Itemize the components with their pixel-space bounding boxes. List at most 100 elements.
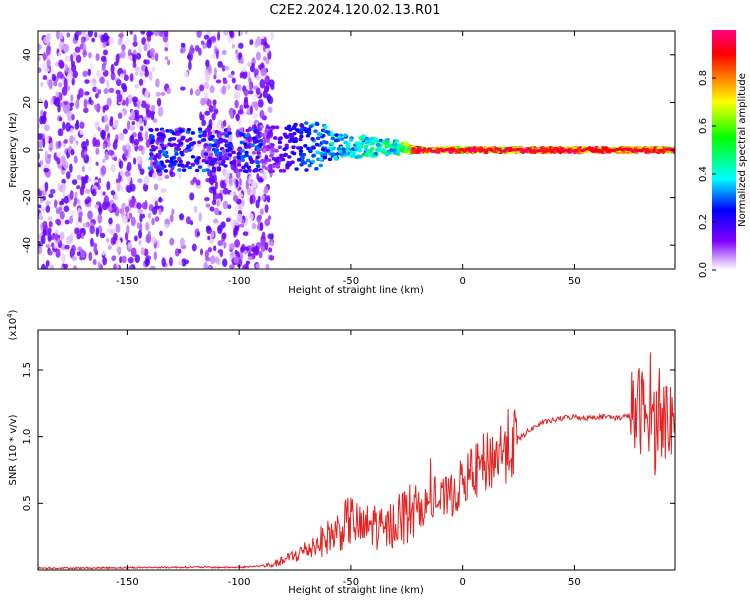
spectrogram-cell — [108, 217, 113, 225]
spectrogram-cell — [294, 167, 299, 171]
spectrogram-cell — [117, 33, 124, 38]
spectrogram-cell — [208, 143, 213, 147]
spectrogram-cell — [257, 98, 264, 108]
spectrogram-cell — [346, 144, 351, 148]
spectrogram-cell — [157, 106, 164, 117]
spectrogram-cell — [59, 200, 63, 206]
spectrogram-cell — [136, 100, 141, 110]
spectrogram-cell — [87, 178, 92, 183]
spectrogram-cell — [235, 114, 239, 119]
spectrogram-cell — [140, 100, 147, 109]
spectrogram-cell — [111, 203, 117, 213]
spectrogram-cell — [225, 217, 231, 223]
spectrogram-cell — [76, 174, 82, 180]
spectrogram-cell — [255, 131, 261, 135]
spectrogram-cell — [176, 143, 181, 148]
spectrogram-cell — [149, 133, 154, 138]
spectrogram-cell — [243, 249, 248, 255]
svg-text:(x104): (x104) — [6, 309, 19, 340]
spectrogram-cell — [209, 206, 215, 212]
spectrogram-cell — [38, 140, 43, 149]
spectrogram-cell — [189, 142, 195, 147]
spectrogram-cell — [319, 157, 324, 161]
spectrogram-cell — [115, 53, 120, 64]
spectrogram-cell — [325, 130, 331, 134]
spectrogram-cell — [106, 97, 112, 107]
spectrogram-cell — [247, 168, 252, 173]
spectrogram-cell — [219, 180, 225, 189]
spectrogram-cell — [150, 113, 155, 120]
spectrogram-cell — [141, 37, 147, 45]
spectrogram-cell — [132, 54, 137, 63]
spectrogram-cell — [299, 127, 304, 132]
spectrogram-cell — [178, 170, 182, 180]
spectrogram-cell — [259, 124, 264, 129]
spectrogram-cell — [336, 146, 342, 151]
spectrogram-cell — [56, 31, 60, 40]
spectrogram-cell — [63, 205, 70, 213]
spectrogram-cell — [95, 92, 99, 99]
spectrogram-cell — [103, 88, 109, 95]
spectrogram-cell — [102, 32, 109, 42]
spectrogram-cell — [305, 133, 311, 138]
spectrogram-cell — [199, 84, 205, 92]
spectrogram-cell — [364, 136, 370, 141]
spectrogram-cell — [104, 124, 110, 133]
spectrogram-cell — [225, 148, 230, 153]
spectrogram-cell — [128, 212, 133, 219]
spectrogram-cell — [63, 100, 69, 106]
spectrogram-cell — [43, 110, 47, 117]
spectrogram-cell — [132, 198, 137, 203]
spectrogram-cell — [258, 64, 263, 70]
spectrogram-cell — [62, 263, 69, 269]
spectrogram-cell — [333, 138, 339, 143]
spectrogram-cell — [95, 87, 99, 93]
spectrogram-cell — [116, 93, 123, 103]
spectrogram-cell — [190, 154, 196, 159]
spectrogram-cell — [108, 36, 115, 45]
spectrogram-cell — [260, 132, 265, 137]
spectrogram-cell — [232, 156, 238, 160]
spectrogram-cell — [83, 107, 89, 114]
spectrogram-cell — [228, 143, 233, 148]
spectrogram-cell — [301, 152, 307, 157]
spectrogram-cell — [208, 137, 214, 141]
spectrogram-cell — [69, 135, 74, 145]
spectrogram-cell — [264, 166, 270, 171]
spectrogram-cell — [38, 98, 43, 103]
spectrogram-cell — [649, 146, 654, 150]
spectrogram-cell — [229, 31, 234, 37]
spectrogram-cell — [259, 169, 264, 174]
spectrogram-cell — [151, 147, 156, 152]
spectrogram-cell — [216, 166, 222, 170]
spectrogram-cell — [240, 148, 245, 153]
spectrogram-cell — [224, 133, 229, 138]
spectrogram-cell — [61, 178, 66, 185]
spectrogram-cell — [160, 132, 165, 137]
spectrogram-cell — [82, 223, 89, 228]
spectrogram-cell — [343, 133, 348, 137]
spectrogram-cell — [313, 129, 318, 133]
spectrogram-cell — [186, 161, 191, 165]
spectrogram-cell — [261, 194, 265, 201]
spectrogram-cell — [143, 175, 150, 185]
spectrogram-cell — [81, 176, 85, 186]
spectrogram-cell — [102, 143, 106, 150]
spectrogram-cell — [145, 224, 149, 231]
spectrogram-cell — [116, 246, 122, 254]
spectrogram-cell — [115, 223, 121, 233]
spectrogram-y-tick-label: 20 — [22, 96, 33, 109]
spectrogram-cell — [249, 160, 254, 165]
spectrogram-cell — [265, 44, 270, 49]
spectrogram-cell — [363, 147, 369, 152]
spectrogram-cell — [217, 60, 223, 68]
spectrogram-cell — [202, 133, 207, 138]
spectrogram-cell — [259, 109, 265, 119]
spectrogram-cell — [232, 195, 239, 203]
spectrogram-cell — [206, 98, 212, 107]
spectrogram-cell — [183, 71, 189, 78]
spectrogram-cell — [72, 70, 78, 79]
spectrogram-marks — [38, 31, 675, 269]
spectrogram-cell — [270, 31, 275, 41]
spectrogram-cell — [137, 178, 143, 184]
